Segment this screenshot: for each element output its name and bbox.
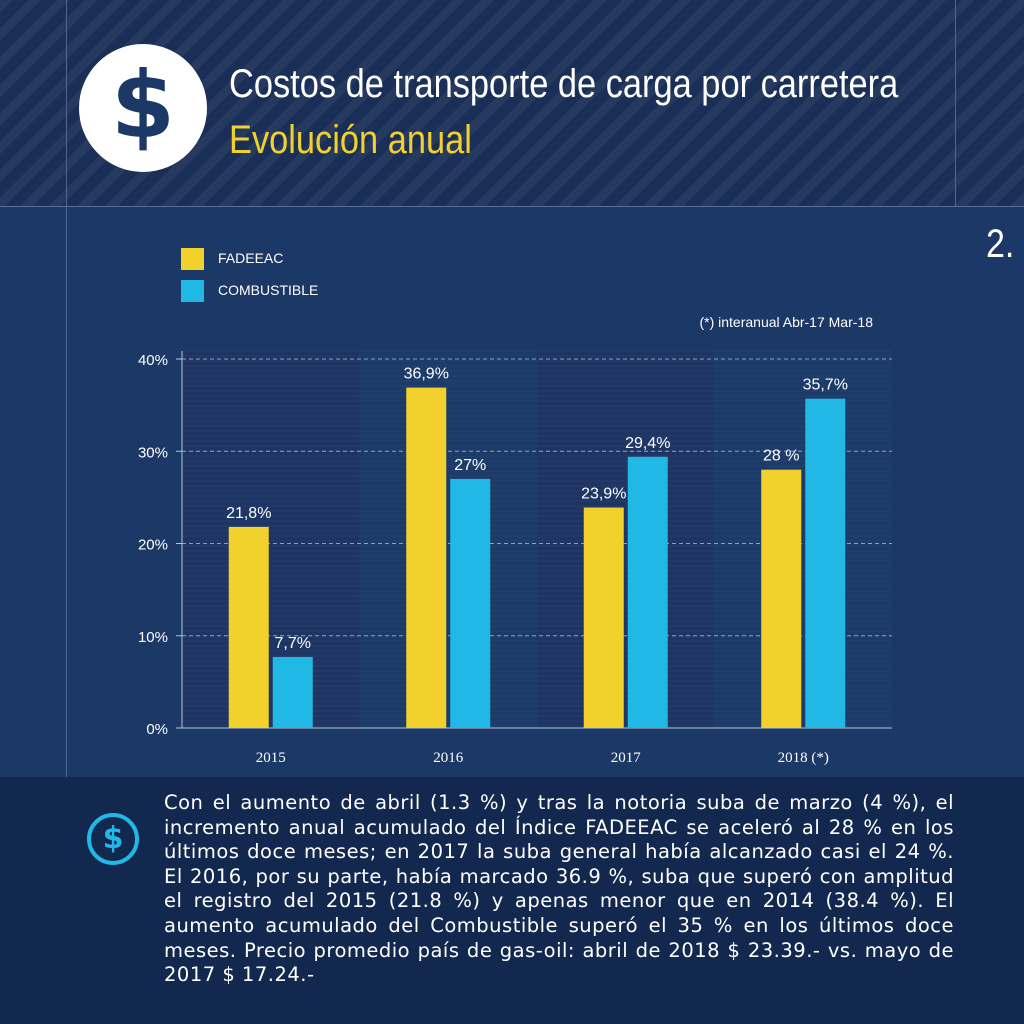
bar-combustible-1 bbox=[450, 478, 491, 728]
legend-swatch-fadeeac bbox=[181, 248, 204, 270]
data-label: 7,7% bbox=[275, 635, 311, 652]
data-label: 35,7% bbox=[803, 377, 848, 394]
legend-swatch-combustible bbox=[181, 280, 204, 302]
data-label: 27% bbox=[454, 457, 486, 474]
bar-fadeeac-2 bbox=[583, 507, 624, 728]
bar-combustible-0 bbox=[272, 656, 313, 728]
bar-fadeeac-3 bbox=[761, 469, 802, 728]
column-band bbox=[182, 351, 360, 728]
data-label: 28 % bbox=[763, 448, 799, 465]
footer-panel: $ Con el aumento de abril (1.3 %) y tras… bbox=[0, 777, 1024, 1024]
x-tick-label: 2018 (*) bbox=[778, 750, 829, 766]
page-number: 2. bbox=[986, 222, 1015, 266]
y-tick-label: 10% bbox=[138, 629, 168, 646]
guide-line-right bbox=[955, 0, 956, 206]
x-tick-label: 2016 bbox=[433, 750, 464, 766]
bar-fadeeac-1 bbox=[406, 387, 447, 728]
data-label: 29,4% bbox=[625, 435, 670, 452]
x-tick-label: 2017 bbox=[611, 750, 642, 766]
bar-chart: 0% 10% 20% 30% 40% 21,8% 7,7% 2015 36,9% 27% 2016 2… bbox=[138, 248, 892, 766]
page-subtitle: Evolución anual bbox=[229, 118, 472, 162]
data-label: 23,9% bbox=[581, 486, 626, 503]
chart-note: (*) interanual Abr-17 Mar-18 bbox=[699, 314, 873, 330]
data-label: 21,8% bbox=[226, 505, 271, 522]
bar-combustible-2 bbox=[627, 456, 668, 728]
x-tick-label: 2015 bbox=[256, 750, 286, 766]
column-band bbox=[537, 351, 715, 728]
guide-line-left bbox=[66, 0, 67, 1024]
column-band bbox=[359, 351, 537, 728]
page-title: Costos de transporte de carga por carret… bbox=[229, 62, 899, 106]
legend-label: COMBUSTIBLE bbox=[218, 282, 318, 298]
y-tick-label: 0% bbox=[146, 721, 168, 738]
y-tick-label: 30% bbox=[138, 444, 168, 461]
y-tick-label: 20% bbox=[138, 537, 168, 554]
dollar-icon: $ bbox=[79, 44, 207, 172]
dollar-circle-icon: $ bbox=[87, 813, 139, 865]
bar-fadeeac-0 bbox=[228, 526, 269, 728]
y-tick-label: 40% bbox=[138, 352, 168, 369]
column-band bbox=[714, 351, 892, 728]
bar-combustible-3 bbox=[805, 398, 846, 728]
legend-label: FADEEAC bbox=[218, 250, 283, 266]
footer-description: Con el aumento de abril (1.3 %) y tras l… bbox=[164, 791, 954, 987]
data-label: 36,9% bbox=[404, 366, 449, 383]
